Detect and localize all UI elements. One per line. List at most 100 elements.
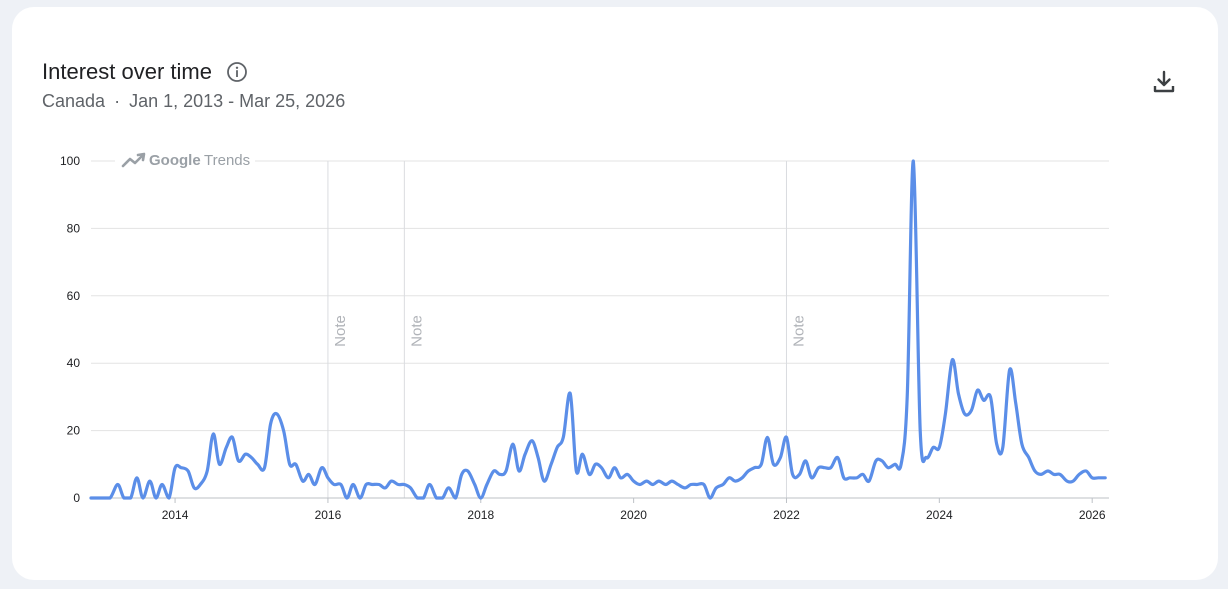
data-point: [657, 480, 660, 483]
data-point: [409, 486, 412, 489]
data-point: [479, 497, 482, 500]
data-point: [352, 483, 355, 486]
data-point: [498, 473, 501, 476]
data-point: [613, 466, 616, 469]
data-point: [906, 395, 909, 398]
data-point: [995, 443, 998, 446]
subtitle-separator: ·: [114, 91, 121, 111]
data-point: [403, 483, 406, 486]
data-point: [180, 466, 183, 469]
data-point: [1033, 470, 1036, 473]
data-point: [1078, 473, 1081, 476]
data-point: [798, 473, 801, 476]
data-point: [206, 470, 209, 473]
x-tick-label: 2026: [1079, 508, 1106, 522]
data-point: [116, 483, 119, 486]
note-layer: Note Note Note: [327, 161, 807, 498]
data-point: [531, 439, 534, 442]
data-point: [829, 466, 832, 469]
note-label[interactable]: Note: [408, 315, 425, 347]
data-point: [390, 480, 393, 483]
data-point: [632, 480, 635, 483]
data-point: [938, 446, 941, 449]
data-point: [237, 459, 240, 462]
google-trends-watermark: Google Trends: [115, 148, 255, 172]
data-point: [1066, 480, 1069, 483]
note-label[interactable]: Note: [790, 315, 807, 347]
data-point: [492, 470, 495, 473]
data-point: [970, 409, 973, 412]
data-point: [957, 392, 960, 395]
data-point: [225, 446, 228, 449]
data-point: [836, 456, 839, 459]
data-point: [263, 466, 266, 469]
data-point: [320, 466, 323, 469]
data-point: [722, 483, 725, 486]
data-point: [976, 389, 979, 392]
data-point: [511, 443, 514, 446]
data-point: [524, 453, 527, 456]
data-point: [912, 160, 915, 163]
data-point: [161, 483, 164, 486]
data-point: [1001, 446, 1004, 449]
data-point: [600, 466, 603, 469]
data-point: [683, 486, 686, 489]
data-point: [193, 486, 196, 489]
data-point: [397, 483, 400, 486]
data-point: [122, 497, 125, 500]
data-point: [932, 446, 935, 449]
y-tick-label: 20: [67, 424, 81, 438]
note-label[interactable]: Note: [332, 315, 349, 347]
title-row: Interest over time: [42, 59, 248, 85]
y-tick-label: 40: [67, 356, 81, 370]
data-point: [365, 483, 368, 486]
data-point: [747, 470, 750, 473]
data-point: [313, 483, 316, 486]
data-point: [779, 456, 782, 459]
data-point: [696, 483, 699, 486]
data-point: [326, 476, 329, 479]
data-point: [804, 459, 807, 462]
data-point: [760, 463, 763, 466]
data-point: [1040, 473, 1043, 476]
data-point: [651, 483, 654, 486]
data-point: [963, 412, 966, 415]
data-point: [384, 486, 387, 489]
data-point: [129, 497, 132, 500]
data-point: [1027, 456, 1030, 459]
data-point: [581, 453, 584, 456]
data-point: [1072, 480, 1075, 483]
data-point: [638, 483, 641, 486]
data-point: [288, 463, 291, 466]
data-point: [256, 463, 259, 466]
data-point: [282, 429, 285, 432]
data-point: [607, 476, 610, 479]
data-point: [645, 480, 648, 483]
data-point: [728, 476, 731, 479]
download-icon[interactable]: [1153, 70, 1175, 94]
info-icon[interactable]: [226, 61, 248, 83]
data-point: [791, 473, 794, 476]
interest-series-line: [89, 159, 1107, 500]
x-tick-label: 2016: [315, 508, 342, 522]
data-point: [944, 412, 947, 415]
data-point: [1059, 473, 1062, 476]
data-point: [588, 473, 591, 476]
data-point: [569, 392, 572, 395]
data-point: [537, 456, 540, 459]
data-point: [148, 480, 151, 483]
data-point: [301, 480, 304, 483]
data-point: [670, 480, 673, 483]
data-point: [982, 399, 985, 402]
data-point: [594, 463, 597, 466]
data-point: [1008, 368, 1011, 371]
data-point: [294, 463, 297, 466]
data-point: [753, 466, 756, 469]
data-point: [90, 497, 93, 500]
watermark-product: Trends: [204, 152, 250, 169]
data-point: [371, 483, 374, 486]
interest-over-time-card: Interest over time Canada · Jan 1, 2013 - …: [12, 7, 1218, 580]
data-point: [142, 497, 145, 500]
data-point: [109, 497, 112, 500]
